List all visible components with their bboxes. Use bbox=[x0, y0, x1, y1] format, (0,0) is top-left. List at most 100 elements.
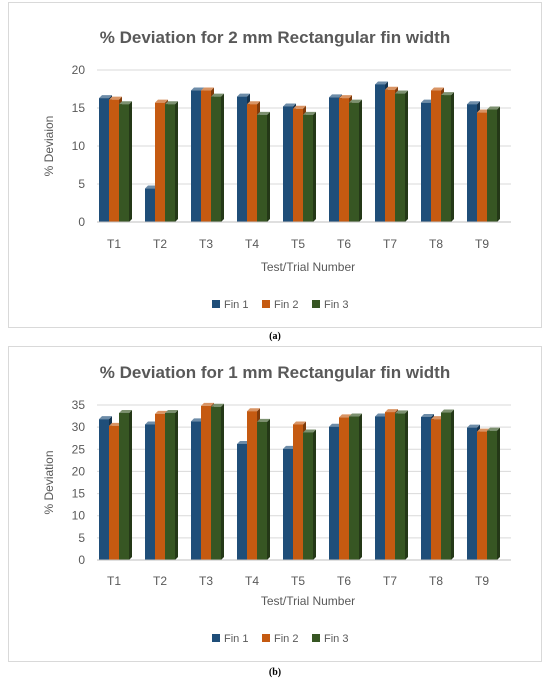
bar-front bbox=[109, 425, 119, 560]
bar-top bbox=[283, 103, 296, 107]
bar-top bbox=[257, 111, 270, 115]
bar-top bbox=[467, 101, 480, 105]
bar-top bbox=[467, 424, 480, 428]
bar-side bbox=[313, 429, 316, 560]
y-tick-label: 5 bbox=[78, 177, 85, 191]
bar-front bbox=[441, 95, 451, 222]
y-tick-label: 15 bbox=[72, 487, 86, 501]
bar-front bbox=[467, 104, 477, 222]
x-tick-label: T6 bbox=[337, 574, 351, 588]
bar-front bbox=[303, 432, 313, 560]
bar-front bbox=[165, 412, 175, 560]
bar-front bbox=[99, 419, 109, 560]
bar-top bbox=[201, 87, 214, 91]
bar-side bbox=[451, 92, 454, 222]
bar-fin-3-t1 bbox=[119, 101, 132, 222]
bar-top bbox=[109, 422, 122, 426]
x-axis-label: Test/Trial Number bbox=[261, 594, 355, 608]
bar-top bbox=[385, 86, 398, 90]
legend-label: Fin 2 bbox=[274, 633, 298, 645]
bar-front bbox=[247, 104, 257, 222]
bar-fin-3-t9 bbox=[487, 106, 500, 222]
bar-top bbox=[155, 410, 168, 414]
y-tick-label: 20 bbox=[72, 464, 86, 478]
bar-top bbox=[303, 429, 316, 433]
bar-front bbox=[201, 90, 211, 223]
bar-top bbox=[247, 408, 260, 412]
y-tick-label: 0 bbox=[78, 215, 85, 229]
panel-caption-a: (a) bbox=[269, 331, 281, 342]
legend-swatch bbox=[262, 300, 270, 308]
bar-fin-3-t3 bbox=[211, 93, 224, 222]
bar-top bbox=[329, 94, 342, 98]
x-tick-label: T3 bbox=[199, 574, 213, 588]
bar-top bbox=[421, 99, 434, 103]
legend-label: Fin 1 bbox=[224, 633, 248, 645]
bar-side bbox=[221, 93, 224, 222]
bar-side bbox=[405, 410, 408, 560]
bar-front bbox=[421, 416, 431, 560]
x-tick-label: T8 bbox=[429, 237, 443, 251]
chart-b-svg: % Deviation for 1 mm Rectangular fin wid… bbox=[42, 363, 511, 645]
bar-fin-3-t1 bbox=[119, 409, 132, 560]
x-tick-label: T8 bbox=[429, 574, 443, 588]
bar-front bbox=[201, 405, 211, 560]
y-tick-label: 30 bbox=[72, 420, 86, 434]
bar-side bbox=[405, 90, 408, 222]
x-tick-label: T1 bbox=[107, 237, 121, 251]
x-tick-label: T4 bbox=[245, 574, 259, 588]
bar-top bbox=[375, 81, 388, 85]
bar-front bbox=[145, 188, 155, 222]
bar-front bbox=[395, 93, 405, 222]
legend-item-fin-3: Fin 3 bbox=[312, 299, 348, 311]
bar-top bbox=[211, 403, 224, 407]
y-tick-label: 15 bbox=[72, 101, 86, 115]
bar-top bbox=[339, 414, 352, 418]
bar-front bbox=[283, 448, 293, 560]
x-axis-label: Test/Trial Number bbox=[261, 260, 355, 274]
bar-side bbox=[497, 106, 500, 222]
bar-front bbox=[303, 114, 313, 222]
bar-top bbox=[119, 409, 132, 413]
x-tick-label: T6 bbox=[337, 237, 351, 251]
bar-side bbox=[359, 99, 362, 222]
bar-front bbox=[99, 98, 109, 222]
bar-fin-3-t8 bbox=[441, 92, 454, 222]
bar-front bbox=[155, 413, 165, 560]
y-tick-label: 35 bbox=[72, 398, 86, 412]
bar-fin-3-t4 bbox=[257, 418, 270, 560]
bar-fin-3-t3 bbox=[211, 403, 224, 560]
x-tick-label: T5 bbox=[291, 574, 305, 588]
bar-front bbox=[247, 411, 257, 560]
bar-front bbox=[349, 416, 359, 560]
bar-fin-3-t2 bbox=[165, 101, 178, 222]
bar-side bbox=[129, 409, 132, 560]
bar-top bbox=[303, 111, 316, 115]
bar-top bbox=[487, 427, 500, 431]
bar-side bbox=[129, 101, 132, 222]
legend-item-fin-1: Fin 1 bbox=[212, 633, 248, 645]
chart-title: % Deviation for 2 mm Rectangular fin wid… bbox=[100, 28, 450, 47]
y-tick-label: 5 bbox=[78, 531, 85, 545]
bar-side bbox=[451, 409, 454, 560]
bar-front bbox=[421, 102, 431, 222]
bar-top bbox=[119, 101, 132, 105]
legend-swatch bbox=[312, 634, 320, 642]
bar-front bbox=[211, 96, 221, 222]
bar-front bbox=[237, 443, 247, 560]
bar-front bbox=[467, 427, 477, 560]
bar-front bbox=[119, 104, 129, 222]
legend-item-fin-1: Fin 1 bbox=[212, 299, 248, 311]
legend-swatch bbox=[312, 300, 320, 308]
bar-top bbox=[487, 106, 500, 110]
bar-top bbox=[237, 440, 250, 444]
bar-top bbox=[431, 416, 444, 420]
chart-panel-b: % Deviation for 1 mm Rectangular fin wid… bbox=[8, 346, 542, 662]
bar-front bbox=[431, 419, 441, 560]
legend-swatch bbox=[212, 634, 220, 642]
bar-front bbox=[375, 416, 385, 560]
bar-front bbox=[191, 421, 201, 560]
bar-top bbox=[99, 416, 112, 420]
x-tick-label: T9 bbox=[475, 574, 489, 588]
bar-top bbox=[349, 99, 362, 103]
